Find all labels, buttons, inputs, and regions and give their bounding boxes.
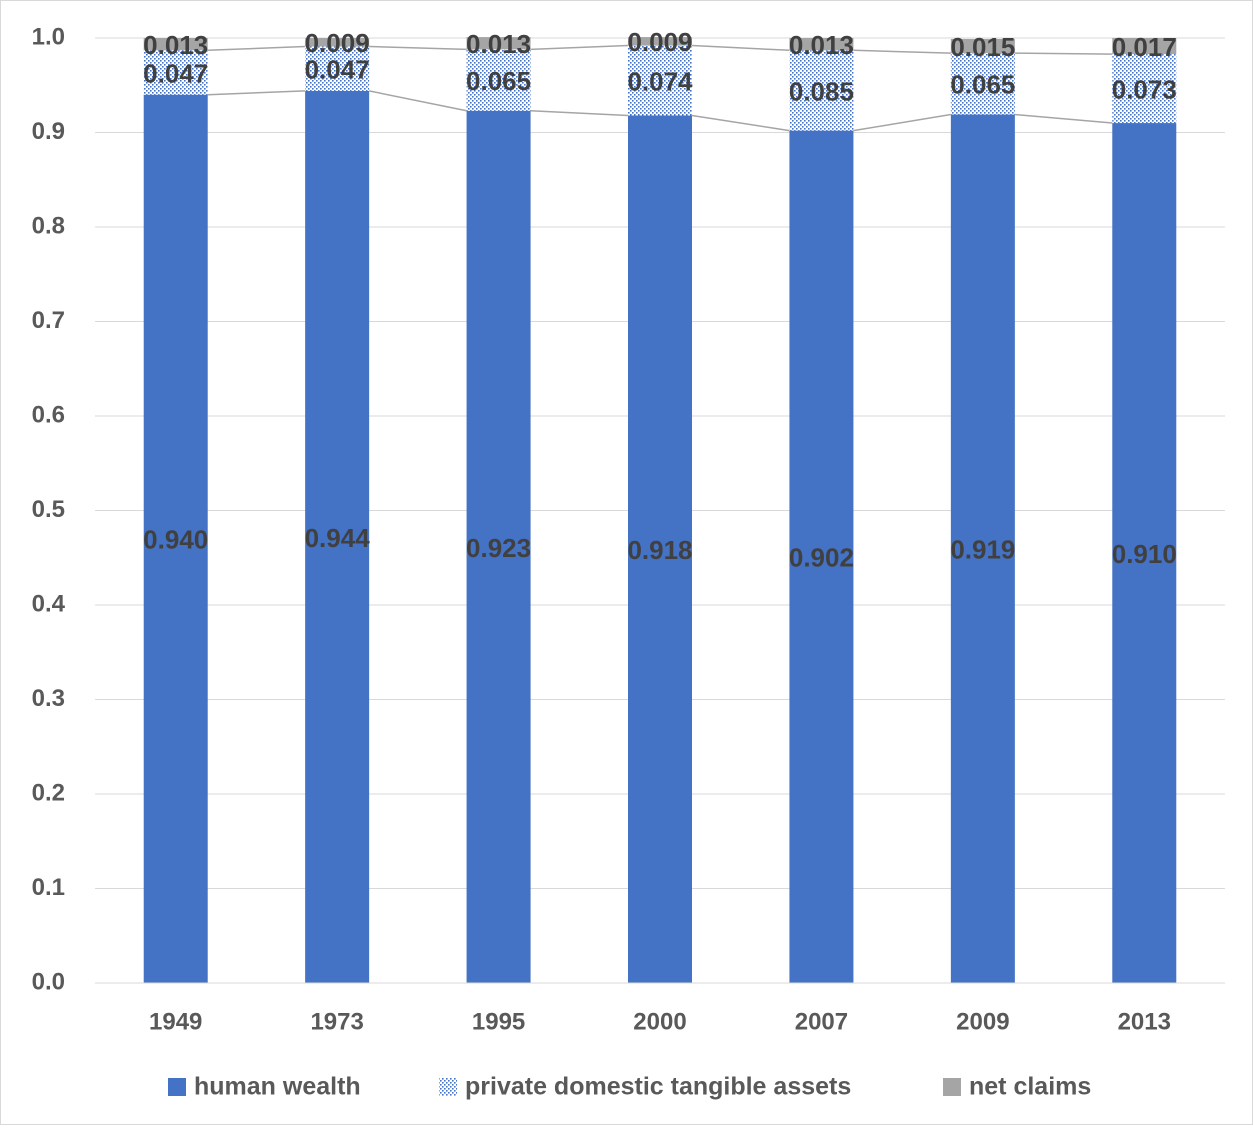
data-label: 0.009 xyxy=(305,28,370,58)
y-tick-label: 0.0 xyxy=(32,968,65,995)
bar-segment xyxy=(789,38,854,51)
legend-swatch xyxy=(168,1078,186,1096)
bar-segment xyxy=(950,38,1015,54)
data-label: 0.919 xyxy=(950,535,1015,565)
y-tick-label: 0.1 xyxy=(32,874,65,901)
x-tick-label: 1949 xyxy=(149,1008,202,1035)
data-label: 0.047 xyxy=(305,55,370,85)
series-line xyxy=(369,45,467,51)
bar-segment xyxy=(628,37,692,46)
bar-segment xyxy=(628,45,692,116)
y-tick-label: 1.0 xyxy=(32,23,65,50)
bar-segment xyxy=(143,94,208,983)
data-label: 0.009 xyxy=(627,27,692,57)
y-tick-label: 0.8 xyxy=(32,212,65,239)
bar-segment xyxy=(950,53,1015,115)
legend-swatch xyxy=(439,1078,457,1096)
series-line xyxy=(691,114,790,132)
bar-segment xyxy=(789,130,854,984)
bar-segment xyxy=(305,46,370,91)
data-label: 0.065 xyxy=(950,70,1015,100)
data-label: 0.085 xyxy=(789,76,854,106)
y-tick-label: 0.4 xyxy=(32,590,66,617)
bar-segment xyxy=(1112,38,1177,55)
legend-label: net claims xyxy=(969,1073,1091,1101)
series-line xyxy=(530,44,629,51)
x-tick-label: 2007 xyxy=(795,1008,848,1035)
x-tick-label: 2009 xyxy=(956,1008,1009,1035)
data-label: 0.047 xyxy=(143,58,208,88)
bar-segment xyxy=(305,90,370,984)
legend-swatch xyxy=(943,1078,961,1096)
series-line xyxy=(207,45,306,52)
data-label: 0.013 xyxy=(143,30,208,60)
legend-label: human wealth xyxy=(194,1073,361,1101)
y-tick-label: 0.6 xyxy=(32,401,65,428)
data-label: 0.944 xyxy=(305,523,371,553)
bar-segment xyxy=(143,38,208,51)
bar-segment xyxy=(950,114,1015,984)
series-line xyxy=(1014,113,1113,124)
series-line xyxy=(530,110,629,117)
legend-label: private domestic tangible assets xyxy=(465,1073,851,1101)
data-label: 0.013 xyxy=(789,30,854,60)
bar-segment xyxy=(466,110,531,983)
data-label: 0.910 xyxy=(1112,539,1177,569)
series-line xyxy=(368,90,467,112)
data-label: 0.918 xyxy=(627,535,692,565)
bar-segment xyxy=(305,38,370,47)
series-line xyxy=(691,44,790,52)
y-tick-label: 0.9 xyxy=(32,118,65,145)
bar-segment xyxy=(1112,54,1177,124)
x-tick-label: 2013 xyxy=(1118,1008,1171,1035)
series-line xyxy=(207,90,306,96)
x-tick-label: 1973 xyxy=(310,1008,363,1035)
series-line xyxy=(853,113,951,132)
data-label: 0.015 xyxy=(950,32,1015,62)
y-tick-label: 0.2 xyxy=(32,779,65,806)
y-tick-label: 0.3 xyxy=(32,685,65,712)
data-label: 0.074 xyxy=(627,66,693,96)
x-tick-label: 2000 xyxy=(633,1008,686,1035)
data-label: 0.923 xyxy=(466,533,531,563)
y-tick-label: 0.5 xyxy=(32,496,65,523)
bar-segment xyxy=(789,50,854,131)
x-tick-label: 1995 xyxy=(472,1008,525,1035)
bar-segment xyxy=(466,37,531,50)
y-tick-label: 0.7 xyxy=(32,307,65,334)
data-label: 0.940 xyxy=(143,525,208,555)
data-label: 0.013 xyxy=(466,29,531,59)
data-label: 0.902 xyxy=(789,543,854,573)
bar-segment xyxy=(628,115,692,984)
bar-segment xyxy=(1112,123,1177,984)
data-label: 0.065 xyxy=(466,66,531,96)
bar-segment xyxy=(466,49,531,111)
data-label: 0.073 xyxy=(1112,74,1177,104)
series-line xyxy=(853,49,951,54)
series-line xyxy=(1014,52,1113,55)
data-label: 0.017 xyxy=(1112,32,1177,62)
bar-segment xyxy=(143,50,208,95)
